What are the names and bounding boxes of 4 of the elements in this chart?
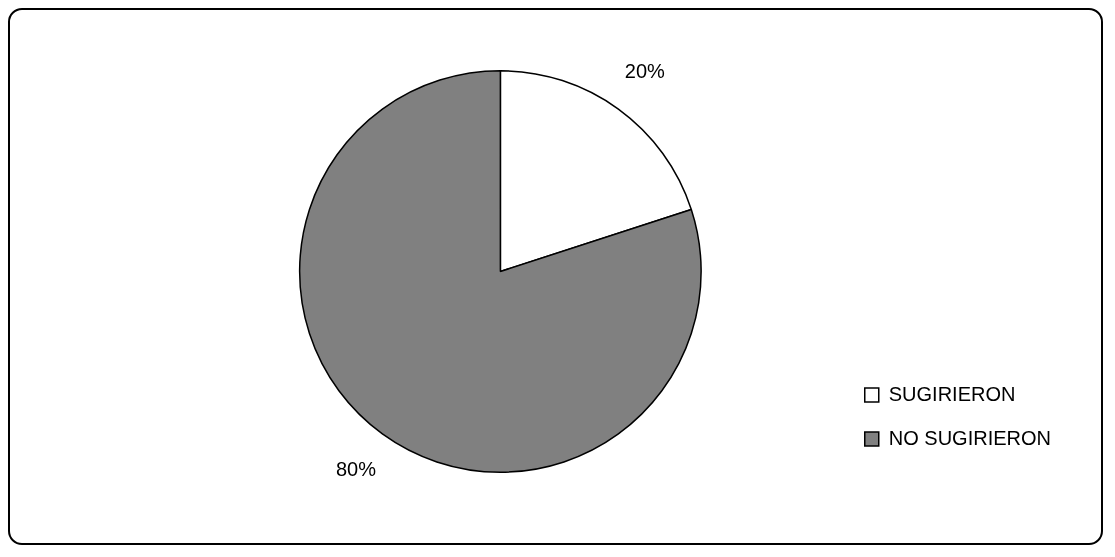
legend-label: SUGIRIERON: [888, 382, 1016, 405]
legend-label: NO SUGIRIERON: [888, 426, 1052, 449]
data-label: 20%: [624, 60, 666, 83]
data-label: 80%: [335, 457, 377, 480]
